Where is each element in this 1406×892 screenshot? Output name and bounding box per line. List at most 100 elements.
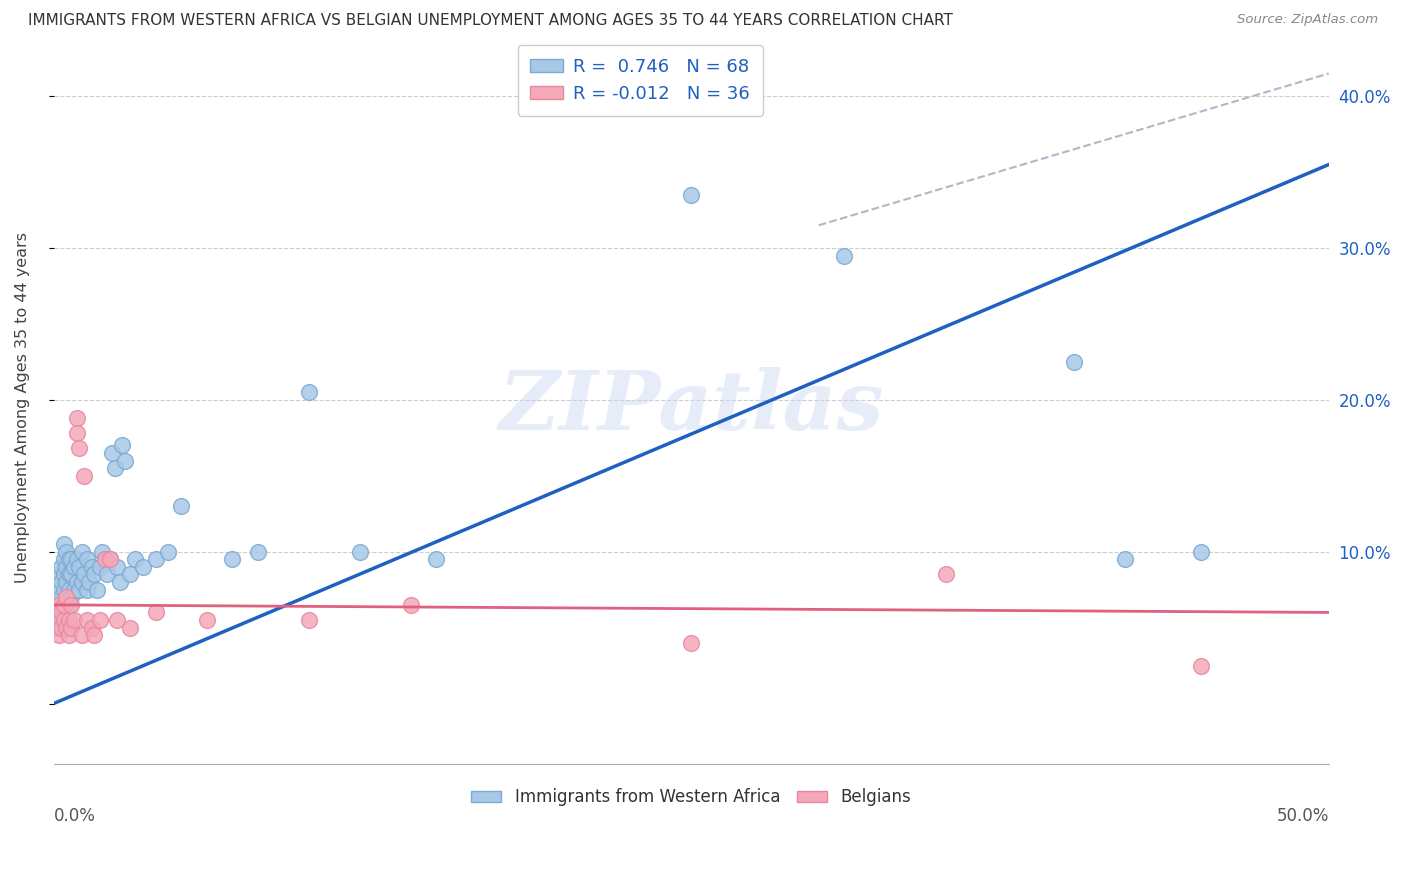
Text: ZIPatlas: ZIPatlas xyxy=(499,368,884,448)
Point xyxy=(96,567,118,582)
Point xyxy=(120,621,142,635)
Point xyxy=(101,446,124,460)
Point xyxy=(65,426,87,441)
Text: IMMIGRANTS FROM WESTERN AFRICA VS BELGIAN UNEMPLOYMENT AMONG AGES 35 TO 44 YEARS: IMMIGRANTS FROM WESTERN AFRICA VS BELGIA… xyxy=(28,13,953,29)
Point xyxy=(935,567,957,582)
Point xyxy=(52,598,75,612)
Point xyxy=(48,628,70,642)
Point xyxy=(425,552,447,566)
Point xyxy=(55,591,77,605)
Point xyxy=(76,613,98,627)
Point xyxy=(55,560,77,574)
Point xyxy=(104,461,127,475)
Point xyxy=(51,606,73,620)
Point xyxy=(51,560,73,574)
Point xyxy=(681,188,703,202)
Point xyxy=(89,560,111,574)
Point xyxy=(58,613,80,627)
Point xyxy=(76,582,98,597)
Point xyxy=(65,575,87,590)
Point xyxy=(55,591,77,605)
Point xyxy=(157,545,180,559)
Point xyxy=(45,606,67,620)
Point xyxy=(83,567,105,582)
Point xyxy=(120,567,142,582)
Point xyxy=(132,560,155,574)
Point xyxy=(48,613,70,627)
Point xyxy=(1063,355,1085,369)
Point xyxy=(60,598,83,612)
Point xyxy=(114,453,136,467)
Point xyxy=(399,598,422,612)
Point xyxy=(58,552,80,566)
Point xyxy=(1189,545,1212,559)
Point xyxy=(51,621,73,635)
Point xyxy=(67,560,90,574)
Point xyxy=(73,468,96,483)
Point xyxy=(298,385,321,400)
Point xyxy=(246,545,269,559)
Point xyxy=(1114,552,1136,566)
Point xyxy=(51,591,73,605)
Point xyxy=(52,582,75,597)
Point xyxy=(70,628,93,642)
Point xyxy=(73,567,96,582)
Point xyxy=(80,621,103,635)
Point xyxy=(124,552,146,566)
Point xyxy=(55,621,77,635)
Point xyxy=(52,537,75,551)
Point xyxy=(145,552,167,566)
Point xyxy=(58,598,80,612)
Point xyxy=(60,621,83,635)
Point xyxy=(52,552,75,566)
Point xyxy=(91,545,114,559)
Point xyxy=(170,499,193,513)
Point xyxy=(195,613,218,627)
Point xyxy=(60,591,83,605)
Point xyxy=(86,582,108,597)
Point xyxy=(52,567,75,582)
Point xyxy=(48,606,70,620)
Point xyxy=(51,606,73,620)
Point xyxy=(832,249,855,263)
Point xyxy=(45,621,67,635)
Point xyxy=(63,560,86,574)
Point xyxy=(48,598,70,612)
Point xyxy=(55,606,77,620)
Point xyxy=(93,552,115,566)
Point xyxy=(60,552,83,566)
Point xyxy=(55,545,77,559)
Point xyxy=(67,442,90,456)
Text: 50.0%: 50.0% xyxy=(1277,807,1329,825)
Point xyxy=(70,575,93,590)
Point xyxy=(63,613,86,627)
Point xyxy=(79,575,101,590)
Point xyxy=(105,613,128,627)
Point xyxy=(145,606,167,620)
Point xyxy=(70,545,93,559)
Point xyxy=(45,613,67,627)
Point xyxy=(48,567,70,582)
Point xyxy=(80,560,103,574)
Point xyxy=(58,628,80,642)
Point xyxy=(60,567,83,582)
Point xyxy=(83,628,105,642)
Point xyxy=(349,545,371,559)
Point xyxy=(93,552,115,566)
Point xyxy=(52,598,75,612)
Point xyxy=(108,575,131,590)
Point xyxy=(298,613,321,627)
Point xyxy=(98,552,121,566)
Point xyxy=(45,598,67,612)
Point xyxy=(65,411,87,425)
Point xyxy=(58,567,80,582)
Point xyxy=(67,582,90,597)
Point xyxy=(98,552,121,566)
Point xyxy=(89,613,111,627)
Point xyxy=(105,560,128,574)
Point xyxy=(48,582,70,597)
Point xyxy=(52,613,75,627)
Y-axis label: Unemployment Among Ages 35 to 44 years: Unemployment Among Ages 35 to 44 years xyxy=(15,232,30,583)
Point xyxy=(1189,658,1212,673)
Point xyxy=(221,552,243,566)
